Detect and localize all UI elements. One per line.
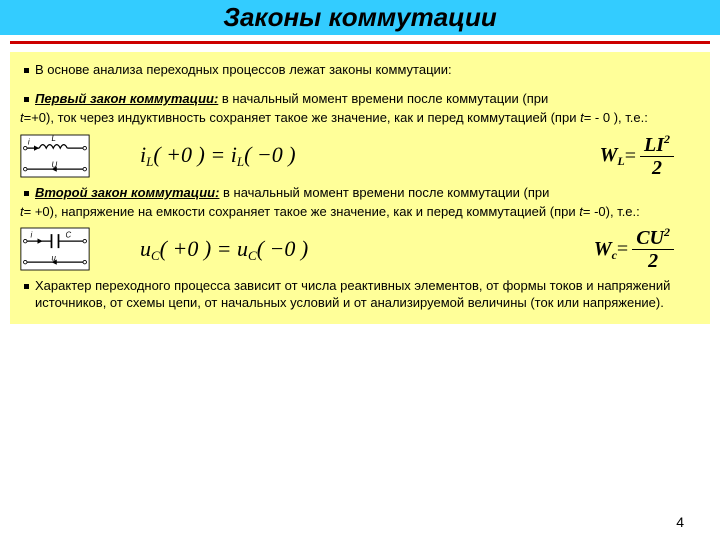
svg-text:U: U: [52, 160, 58, 169]
title-bar: Законы коммутации: [0, 0, 720, 35]
law1-cont-text: t=+0), ток через индуктивность сохраняет…: [20, 110, 648, 125]
law2-rest: в начальный момент времени после коммута…: [219, 185, 549, 200]
law1-row: Первый закон коммутации: в начальный мом…: [20, 91, 700, 110]
law1-cont: t=+0), ток через индуктивность сохраняет…: [20, 110, 700, 127]
law2-title: Второй закон коммутации:: [35, 185, 219, 200]
svg-text:i: i: [31, 231, 33, 240]
law2-cont: t= +0), напряжение на емкости сохраняет …: [20, 204, 700, 221]
intro-text: В основе анализа переходных процессов ле…: [35, 62, 452, 79]
page-title: Законы коммутации: [0, 2, 720, 33]
outro-text: Характер переходного процесса зависит от…: [35, 278, 700, 312]
energy-equation-2: Wc = CU2 2: [594, 226, 674, 272]
energy-equation-1: WL = LI2 2: [600, 133, 674, 179]
law1-title: Первый закон коммутации:: [35, 91, 218, 106]
bullet-icon: [24, 68, 29, 73]
divider: [10, 41, 710, 44]
svg-text:C: C: [66, 231, 72, 240]
svg-text:i: i: [28, 137, 30, 146]
law2-text: Второй закон коммутации: в начальный мом…: [35, 185, 549, 202]
inductor-circuit-icon: L i U: [20, 134, 90, 178]
content-block: В основе анализа переходных процессов ле…: [10, 52, 710, 324]
bullet-icon: [24, 191, 29, 196]
equation-2: uC( +0 ) = uC( −0 ): [140, 235, 308, 265]
law2-cont-text: t= +0), напряжение на емкости сохраняет …: [20, 204, 640, 219]
svg-text:u: u: [52, 254, 57, 263]
capacitor-circuit-icon: C i u: [20, 227, 90, 271]
svg-text:L: L: [52, 134, 56, 143]
law2-row: Второй закон коммутации: в начальный мом…: [20, 185, 700, 204]
equation-1: iL( +0 ) = iL( −0 ): [140, 141, 296, 171]
bullet-icon: [24, 97, 29, 102]
bullet-icon: [24, 284, 29, 289]
law1-text: Первый закон коммутации: в начальный мом…: [35, 91, 548, 108]
page-number: 4: [676, 514, 684, 530]
equation-row-2: C i u uC( +0 ) = uC( −0 ) Wc = CU2 2: [20, 226, 700, 272]
intro-row: В основе анализа переходных процессов ле…: [20, 62, 700, 81]
equation-row-1: L i U iL( +0 ) = iL( −0 ) WL = LI2 2: [20, 133, 700, 179]
law1-rest: в начальный момент времени после коммута…: [218, 91, 548, 106]
outro-row: Характер переходного процесса зависит от…: [20, 278, 700, 314]
